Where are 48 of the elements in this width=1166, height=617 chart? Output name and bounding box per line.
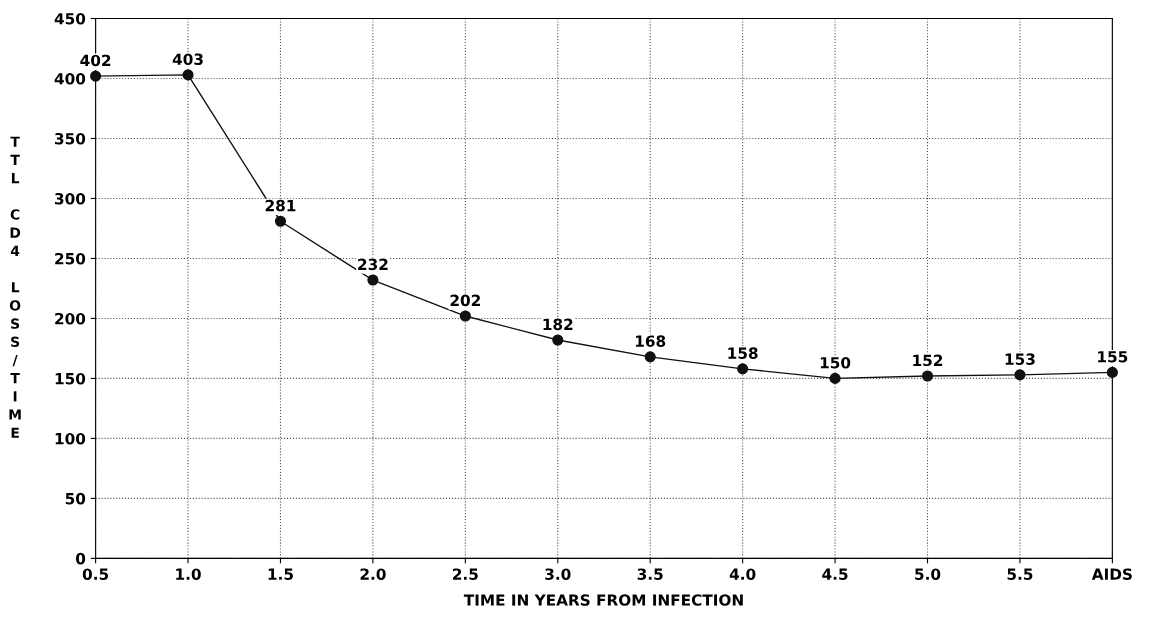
data-label: 158: [728, 347, 758, 359]
y-tick-label: 450: [54, 12, 86, 25]
y-tick-label: 250: [55, 252, 86, 265]
data-label: 182: [543, 318, 573, 331]
y-tick-label: 350: [55, 132, 86, 145]
data-label: 281: [265, 199, 296, 212]
point: [367, 274, 379, 286]
x-tick-label: 2.5: [453, 568, 478, 580]
point: [644, 351, 656, 363]
x-tick-label: 3.5: [637, 568, 663, 580]
data-label: 202: [450, 294, 480, 307]
point: [737, 363, 749, 375]
point: [90, 70, 102, 82]
y-tick-label: 300: [55, 192, 86, 205]
x-tick-label: 1.0: [176, 568, 201, 580]
data-label: 168: [635, 335, 666, 347]
data-label: 232: [358, 258, 388, 271]
x-tick-label: 3.0: [545, 568, 571, 580]
data-label: 403: [172, 53, 203, 65]
x-axis-title: TIME IN YEARS FROM INFECTION: [463, 594, 743, 606]
x-tick-label: AIDS: [1091, 568, 1132, 580]
data-label: 152: [913, 354, 943, 367]
point: [552, 334, 564, 346]
text: TTL CD4 LOSS/TIME: [9, 136, 21, 438]
y-tick-label: 100: [55, 432, 86, 445]
x-tick-label: 4.5: [822, 568, 848, 580]
point: [1106, 366, 1118, 378]
y-tick-label: 400: [54, 72, 86, 85]
point: [274, 215, 287, 227]
y-tick-label: 150: [55, 372, 86, 385]
data-label: 402: [80, 54, 111, 67]
x-tick-label: 5.0: [915, 568, 941, 580]
y-tick-label: 200: [55, 312, 86, 325]
x-tick-label: 5.5: [1007, 568, 1033, 580]
x-tick-label: 4.0: [729, 568, 756, 580]
x-tick-label: 0.5: [82, 568, 109, 580]
y-tick-label: 50: [65, 492, 86, 505]
x-tick-label: 2.0: [360, 568, 386, 580]
x-tick-label: 1.5: [268, 568, 293, 580]
point: [459, 310, 471, 322]
data-label: 150: [820, 356, 851, 369]
y-tick-label: 0: [75, 552, 86, 565]
data-label: 155: [1098, 351, 1128, 363]
point: [1014, 369, 1026, 381]
point: [921, 370, 934, 382]
data-label: 153: [1005, 353, 1035, 365]
point: [829, 372, 841, 384]
point: [182, 69, 194, 81]
